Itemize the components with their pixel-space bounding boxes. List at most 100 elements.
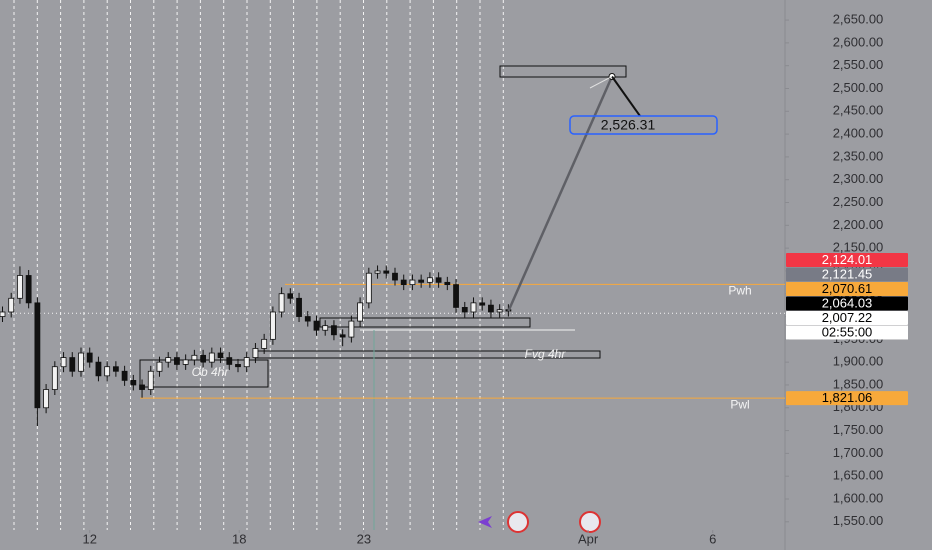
y-tick-label: 2,200.00	[833, 217, 884, 232]
candle-body	[331, 325, 337, 336]
candle-body	[69, 357, 76, 372]
y-tick-label: 1,550.00	[833, 513, 884, 528]
candle-body	[461, 307, 468, 313]
candle-body	[418, 279, 425, 283]
target-label: 2,526.31	[601, 117, 656, 133]
decor	[13, 0, 504, 530]
candle-body	[488, 304, 494, 313]
y-tick-label: 2,550.00	[833, 57, 884, 72]
price-badge	[786, 391, 908, 406]
candle-body	[139, 384, 145, 390]
x-tick-label: 6	[709, 531, 716, 546]
price-badge	[786, 267, 908, 282]
level-label: Pwl	[730, 397, 749, 411]
y-tick-label: 2,450.00	[833, 103, 884, 118]
candle-body	[235, 364, 241, 368]
candle-body	[409, 279, 416, 286]
price-badge-label: 2,007.22	[822, 310, 873, 325]
price-badge	[786, 296, 908, 311]
candle-body	[174, 357, 180, 365]
candle-body	[147, 370, 154, 390]
y-tick-label: 1,750.00	[833, 422, 884, 437]
candle-body	[156, 361, 163, 372]
x-tick-label: 23	[357, 531, 371, 546]
candle-body	[278, 293, 285, 313]
y-tick-label: 2,300.00	[833, 171, 884, 186]
candle-body	[95, 361, 102, 377]
candle-body	[243, 357, 250, 368]
candle-body	[339, 334, 346, 338]
y-tick-label: 1,650.00	[833, 468, 884, 483]
candle-body	[0, 311, 6, 317]
candle-body	[496, 309, 503, 313]
candle-body	[252, 348, 259, 358]
price-badge-label: 2,070.61	[822, 281, 873, 296]
candle-body	[51, 366, 58, 390]
y-tick-label: 1,850.00	[833, 376, 884, 391]
candle-body	[217, 352, 224, 358]
level-label: Pwh	[728, 284, 751, 298]
x-tick-label: Apr	[578, 531, 599, 546]
y-tick-label: 2,650.00	[833, 12, 884, 27]
zone-box	[319, 317, 531, 328]
event-icon	[579, 511, 601, 533]
candle-body	[313, 320, 320, 331]
candle-body	[121, 370, 128, 381]
candle-body	[43, 389, 50, 409]
candle-body	[435, 277, 442, 283]
candle-body	[130, 379, 137, 386]
candle-body	[365, 272, 372, 304]
candle-body	[112, 366, 119, 372]
y-tick-label: 1,600.00	[833, 490, 884, 505]
price-badge-label: 2,064.03	[822, 295, 873, 310]
y-tick-label: 2,600.00	[833, 34, 884, 49]
zone-label: Ob 4hr	[192, 365, 230, 379]
candle-body	[453, 284, 459, 308]
event-icon	[478, 516, 492, 528]
candle-body	[479, 302, 486, 306]
price-badge-label: 1,821.06	[822, 390, 873, 405]
countdown-label: 02:55:00	[822, 324, 873, 339]
price-badge	[786, 281, 908, 296]
target-box	[569, 115, 718, 135]
callout-line	[611, 75, 641, 117]
candle-body	[348, 320, 355, 338]
candle-body	[208, 352, 215, 363]
candle-body	[34, 302, 41, 409]
event-icons	[478, 511, 601, 533]
candle-body	[191, 354, 198, 361]
price-badge-label: 2,124.01	[822, 252, 873, 267]
candle-body	[322, 325, 329, 331]
price-badge	[786, 252, 908, 267]
candle-body	[226, 357, 233, 365]
candle-body	[470, 302, 477, 313]
candle-body	[182, 359, 189, 365]
zone-label: Fvg 4hr	[525, 347, 567, 361]
candle-body	[426, 277, 433, 283]
price-badge	[786, 310, 908, 325]
y-tick-label: 2,400.00	[833, 126, 884, 141]
countdown-badge	[786, 325, 908, 340]
candle-body	[104, 366, 111, 377]
y-tick-label: 2,150.00	[833, 240, 884, 255]
x-tick-label: 12	[82, 531, 96, 546]
y-tick-label: 1,700.00	[833, 445, 884, 460]
candle-body	[392, 272, 398, 281]
candle-body	[296, 297, 302, 317]
candle-body	[8, 297, 15, 313]
candle-body	[17, 275, 23, 299]
y-tick-label: 2,250.00	[833, 194, 884, 209]
candle-body	[400, 279, 407, 286]
y-tick-label: 2,350.00	[833, 148, 884, 163]
target-zone	[499, 65, 627, 78]
y-tick-label: 1,900.00	[833, 354, 884, 369]
x-tick-label: 18	[232, 531, 246, 546]
candle-body	[200, 354, 207, 363]
price-badge-label: 2,121.45	[822, 266, 873, 281]
candle-body	[165, 357, 172, 363]
candle-body	[261, 338, 268, 349]
callout-line	[589, 76, 613, 89]
